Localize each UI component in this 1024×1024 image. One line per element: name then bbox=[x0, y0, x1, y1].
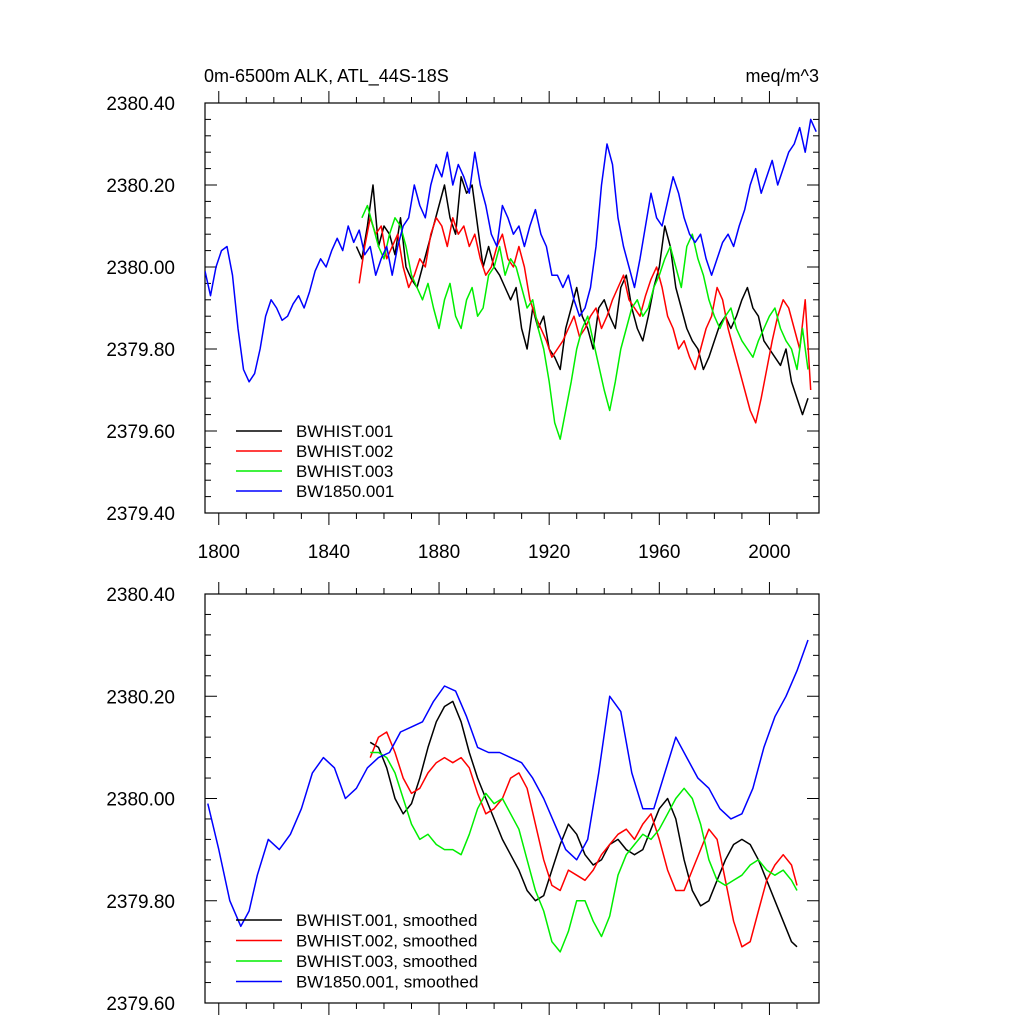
bottom-ytick-label: 2380.00 bbox=[106, 790, 175, 811]
top-ytick-label: 2380.20 bbox=[106, 176, 175, 197]
top-xtick-label: 1840 bbox=[308, 542, 350, 563]
top-plot-frame bbox=[204, 102, 820, 514]
top-ytick-label: 2379.40 bbox=[106, 504, 175, 525]
top-ytick-label: 2379.60 bbox=[106, 422, 175, 443]
top-ytick-label: 2380.40 bbox=[106, 94, 175, 115]
top-xtick-label: 1960 bbox=[638, 542, 680, 563]
bottom-legend-label-1: BWHIST.001, smoothed bbox=[296, 911, 477, 930]
bottom-legend-label-3: BWHIST.003, smoothed bbox=[296, 952, 477, 971]
bottom-series-line-2 bbox=[369, 731, 798, 948]
top-series-line-4 bbox=[205, 118, 817, 383]
bottom-legend-label-4: BW1850.001, smoothed bbox=[296, 973, 478, 992]
bottom-series-line-4 bbox=[207, 639, 809, 928]
bottom-ytick-label: 2380.40 bbox=[106, 585, 175, 606]
top-xtick-label: 1880 bbox=[418, 542, 460, 563]
top-title-left: 0m-6500m ALK, ATL_44S-18S bbox=[204, 66, 449, 87]
top-ytick-label: 2380.00 bbox=[106, 258, 175, 279]
top-xtick-label: 1800 bbox=[198, 542, 240, 563]
bottom-series-line-1 bbox=[369, 700, 798, 948]
bottom-legend-label-2: BWHIST.002, smoothed bbox=[296, 932, 477, 951]
top-title-right: meq/m^3 bbox=[746, 66, 819, 86]
bottom-ytick-label: 2379.80 bbox=[106, 892, 175, 913]
top-legend-label-3: BWHIST.003 bbox=[296, 462, 393, 481]
bottom-series-line-3 bbox=[370, 751, 798, 953]
top-legend-label-2: BWHIST.002 bbox=[296, 442, 393, 461]
top-series-line-3 bbox=[361, 204, 809, 440]
top-series-line-2 bbox=[358, 217, 812, 424]
top-ytick-label: 2379.80 bbox=[106, 340, 175, 361]
top-plot-area: 2379.40 2379.60 2379.80 2380.00 2380.20 2380.… bbox=[106, 91, 820, 563]
bottom-ytick-label: 2379.60 bbox=[106, 994, 175, 1015]
top-legend-label-1: BWHIST.001 bbox=[296, 422, 393, 441]
bottom-ytick-label: 2380.20 bbox=[106, 687, 175, 708]
top-legend-label-4: BW1850.001 bbox=[296, 482, 394, 501]
bottom-panel: 2379.60 2379.80 2380.00 2380.20 2380.40 BWHIS… bbox=[106, 582, 820, 1015]
top-xtick-label: 2000 bbox=[748, 542, 790, 563]
top-xtick-label: 1920 bbox=[528, 542, 570, 563]
top-panel: 0m-6500m ALK, ATL_44S-18S meq/m^3 2379.4… bbox=[106, 66, 820, 563]
bottom-plot-area: 2379.60 2379.80 2380.00 2380.20 2380.40 BWHIS… bbox=[106, 582, 820, 1015]
